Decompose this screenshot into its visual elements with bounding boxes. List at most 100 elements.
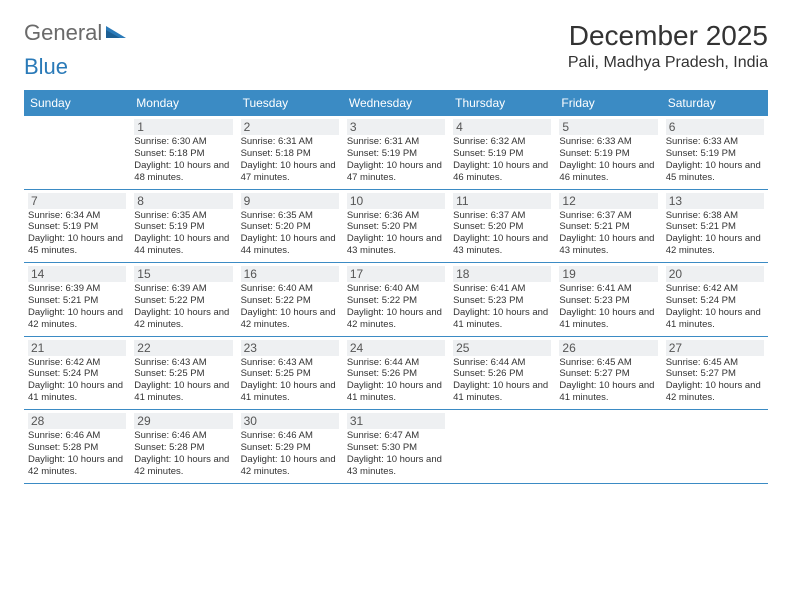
day-number: 2 — [241, 119, 339, 135]
sunset-line: Sunset: 5:28 PM — [134, 442, 232, 454]
sunset-line: Sunset: 5:18 PM — [134, 148, 232, 160]
day-number: 26 — [559, 340, 657, 356]
sunrise-line: Sunrise: 6:45 AM — [666, 357, 764, 369]
weekday-header: Monday — [130, 90, 236, 116]
daylight-line: Daylight: 10 hours and 41 minutes. — [453, 380, 551, 404]
day-number: 19 — [559, 266, 657, 282]
sunrise-line: Sunrise: 6:38 AM — [666, 210, 764, 222]
sunrise-line: Sunrise: 6:37 AM — [453, 210, 551, 222]
month-title: December 2025 — [568, 20, 768, 52]
sunset-line: Sunset: 5:19 PM — [559, 148, 657, 160]
calendar-cell: 4Sunrise: 6:32 AMSunset: 5:19 PMDaylight… — [449, 116, 555, 189]
calendar-cell: 14Sunrise: 6:39 AMSunset: 5:21 PMDayligh… — [24, 263, 130, 337]
sunrise-line: Sunrise: 6:47 AM — [347, 430, 445, 442]
day-number: 27 — [666, 340, 764, 356]
day-number: 8 — [134, 193, 232, 209]
sunset-line: Sunset: 5:28 PM — [28, 442, 126, 454]
sunset-line: Sunset: 5:20 PM — [241, 221, 339, 233]
daylight-line: Daylight: 10 hours and 43 minutes. — [453, 233, 551, 257]
title-block: December 2025 Pali, Madhya Pradesh, Indi… — [568, 20, 768, 72]
calendar-cell: 10Sunrise: 6:36 AMSunset: 5:20 PMDayligh… — [343, 189, 449, 263]
day-number: 18 — [453, 266, 551, 282]
day-number: 6 — [666, 119, 764, 135]
calendar-cell: 12Sunrise: 6:37 AMSunset: 5:21 PMDayligh… — [555, 189, 661, 263]
daylight-line: Daylight: 10 hours and 42 minutes. — [28, 307, 126, 331]
sunset-line: Sunset: 5:27 PM — [559, 368, 657, 380]
daylight-line: Daylight: 10 hours and 42 minutes. — [134, 454, 232, 478]
calendar-cell: 8Sunrise: 6:35 AMSunset: 5:19 PMDaylight… — [130, 189, 236, 263]
day-number: 12 — [559, 193, 657, 209]
daylight-line: Daylight: 10 hours and 41 minutes. — [666, 307, 764, 331]
day-number: 29 — [134, 413, 232, 429]
calendar-cell: 5Sunrise: 6:33 AMSunset: 5:19 PMDaylight… — [555, 116, 661, 189]
calendar-cell: 29Sunrise: 6:46 AMSunset: 5:28 PMDayligh… — [130, 410, 236, 484]
daylight-line: Daylight: 10 hours and 42 minutes. — [347, 307, 445, 331]
daylight-line: Daylight: 10 hours and 42 minutes. — [666, 380, 764, 404]
sunrise-line: Sunrise: 6:44 AM — [453, 357, 551, 369]
daylight-line: Daylight: 10 hours and 45 minutes. — [28, 233, 126, 257]
calendar-head: SundayMondayTuesdayWednesdayThursdayFrid… — [24, 90, 768, 116]
day-number: 3 — [347, 119, 445, 135]
daylight-line: Daylight: 10 hours and 44 minutes. — [241, 233, 339, 257]
calendar-row: 14Sunrise: 6:39 AMSunset: 5:21 PMDayligh… — [24, 263, 768, 337]
sunset-line: Sunset: 5:24 PM — [28, 368, 126, 380]
sunset-line: Sunset: 5:19 PM — [347, 148, 445, 160]
sunrise-line: Sunrise: 6:31 AM — [241, 136, 339, 148]
weekday-header: Thursday — [449, 90, 555, 116]
calendar-cell: 22Sunrise: 6:43 AMSunset: 5:25 PMDayligh… — [130, 336, 236, 410]
calendar-cell: 1Sunrise: 6:30 AMSunset: 5:18 PMDaylight… — [130, 116, 236, 189]
day-number: 30 — [241, 413, 339, 429]
day-number: 28 — [28, 413, 126, 429]
sunrise-line: Sunrise: 6:40 AM — [241, 283, 339, 295]
day-number: 13 — [666, 193, 764, 209]
weekday-header: Sunday — [24, 90, 130, 116]
weekday-header: Saturday — [662, 90, 768, 116]
sunrise-line: Sunrise: 6:46 AM — [241, 430, 339, 442]
sunset-line: Sunset: 5:19 PM — [453, 148, 551, 160]
daylight-line: Daylight: 10 hours and 41 minutes. — [559, 307, 657, 331]
day-number: 5 — [559, 119, 657, 135]
calendar-cell: . — [24, 116, 130, 189]
daylight-line: Daylight: 10 hours and 43 minutes. — [559, 233, 657, 257]
sunset-line: Sunset: 5:22 PM — [134, 295, 232, 307]
logo-text-blue: Blue — [24, 54, 68, 80]
calendar-cell: . — [662, 410, 768, 484]
calendar-cell: 24Sunrise: 6:44 AMSunset: 5:26 PMDayligh… — [343, 336, 449, 410]
sunrise-line: Sunrise: 6:42 AM — [666, 283, 764, 295]
sunrise-line: Sunrise: 6:35 AM — [134, 210, 232, 222]
logo-text-general: General — [24, 20, 102, 46]
day-number: 4 — [453, 119, 551, 135]
calendar-cell: 23Sunrise: 6:43 AMSunset: 5:25 PMDayligh… — [237, 336, 343, 410]
sunrise-line: Sunrise: 6:46 AM — [134, 430, 232, 442]
calendar-cell: 31Sunrise: 6:47 AMSunset: 5:30 PMDayligh… — [343, 410, 449, 484]
sunrise-line: Sunrise: 6:45 AM — [559, 357, 657, 369]
weekday-header: Tuesday — [237, 90, 343, 116]
calendar-cell: 15Sunrise: 6:39 AMSunset: 5:22 PMDayligh… — [130, 263, 236, 337]
calendar-cell: 17Sunrise: 6:40 AMSunset: 5:22 PMDayligh… — [343, 263, 449, 337]
location: Pali, Madhya Pradesh, India — [568, 54, 768, 72]
sunrise-line: Sunrise: 6:43 AM — [134, 357, 232, 369]
sunrise-line: Sunrise: 6:33 AM — [666, 136, 764, 148]
sunrise-line: Sunrise: 6:41 AM — [453, 283, 551, 295]
sunrise-line: Sunrise: 6:35 AM — [241, 210, 339, 222]
sunset-line: Sunset: 5:21 PM — [559, 221, 657, 233]
sunset-line: Sunset: 5:18 PM — [241, 148, 339, 160]
sunrise-line: Sunrise: 6:41 AM — [559, 283, 657, 295]
calendar-cell: 13Sunrise: 6:38 AMSunset: 5:21 PMDayligh… — [662, 189, 768, 263]
sunset-line: Sunset: 5:19 PM — [666, 148, 764, 160]
calendar-cell: 16Sunrise: 6:40 AMSunset: 5:22 PMDayligh… — [237, 263, 343, 337]
daylight-line: Daylight: 10 hours and 41 minutes. — [28, 380, 126, 404]
day-number: 22 — [134, 340, 232, 356]
daylight-line: Daylight: 10 hours and 48 minutes. — [134, 160, 232, 184]
calendar-cell: 6Sunrise: 6:33 AMSunset: 5:19 PMDaylight… — [662, 116, 768, 189]
sunrise-line: Sunrise: 6:31 AM — [347, 136, 445, 148]
calendar-cell: . — [449, 410, 555, 484]
sunset-line: Sunset: 5:26 PM — [347, 368, 445, 380]
calendar-cell: 30Sunrise: 6:46 AMSunset: 5:29 PMDayligh… — [237, 410, 343, 484]
daylight-line: Daylight: 10 hours and 46 minutes. — [453, 160, 551, 184]
sunrise-line: Sunrise: 6:46 AM — [28, 430, 126, 442]
sunset-line: Sunset: 5:29 PM — [241, 442, 339, 454]
daylight-line: Daylight: 10 hours and 41 minutes. — [241, 380, 339, 404]
sunset-line: Sunset: 5:21 PM — [666, 221, 764, 233]
sunrise-line: Sunrise: 6:33 AM — [559, 136, 657, 148]
